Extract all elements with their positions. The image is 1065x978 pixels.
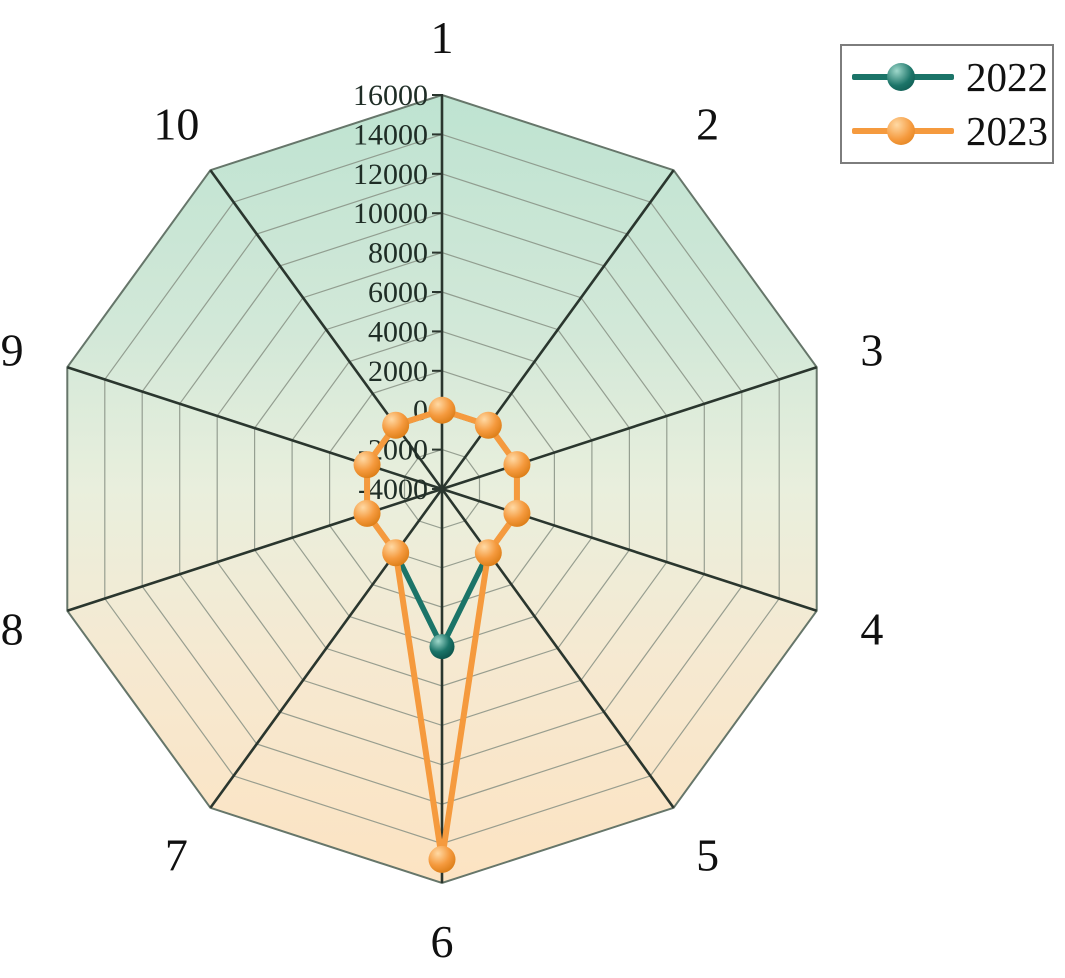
- category-label-4: 4: [860, 604, 883, 655]
- radial-tick-label: 0: [413, 394, 428, 427]
- legend-marker-2023: [852, 116, 954, 146]
- category-label-2: 2: [696, 98, 719, 149]
- category-label-1: 1: [431, 12, 454, 63]
- series-2023-marker: [353, 499, 381, 527]
- category-label-6: 6: [431, 916, 454, 967]
- radial-tick-label: 10000: [353, 197, 428, 230]
- category-label-3: 3: [860, 324, 883, 375]
- legend-item-2023: 2023: [852, 108, 1048, 154]
- radial-tick-label: 6000: [368, 276, 428, 309]
- series-2023-marker: [382, 539, 410, 567]
- legend-label-2022: 2022: [966, 53, 1048, 100]
- series-2023-marker: [428, 396, 456, 424]
- series-2023-marker: [353, 451, 381, 479]
- radial-tick-label: 16000: [353, 79, 428, 112]
- category-label-5: 5: [696, 830, 719, 881]
- legend: 2022 2023: [840, 44, 1054, 164]
- series-2023-marker: [428, 845, 456, 873]
- category-label-8: 8: [1, 604, 24, 655]
- legend-ball-icon: [887, 63, 915, 91]
- series-2023-marker: [474, 539, 502, 567]
- series-2023-marker: [503, 499, 531, 527]
- series-2023-marker: [474, 411, 502, 439]
- radial-tick-label: 14000: [353, 118, 428, 151]
- category-label-9: 9: [1, 324, 24, 375]
- series-2022-marker: [429, 634, 455, 660]
- legend-ball-icon: [887, 117, 915, 145]
- category-label-7: 7: [165, 830, 188, 881]
- series-2023-marker: [382, 411, 410, 439]
- radial-tick-label: 2000: [368, 355, 428, 388]
- series-2023-marker: [503, 451, 531, 479]
- category-label-10: 10: [153, 98, 199, 149]
- radial-tick-label: 12000: [353, 158, 428, 191]
- legend-label-2023: 2023: [966, 107, 1048, 154]
- radial-tick-label: 8000: [368, 237, 428, 270]
- radial-tick-label: 4000: [368, 315, 428, 348]
- legend-marker-2022: [852, 62, 954, 92]
- legend-item-2022: 2022: [852, 54, 1048, 100]
